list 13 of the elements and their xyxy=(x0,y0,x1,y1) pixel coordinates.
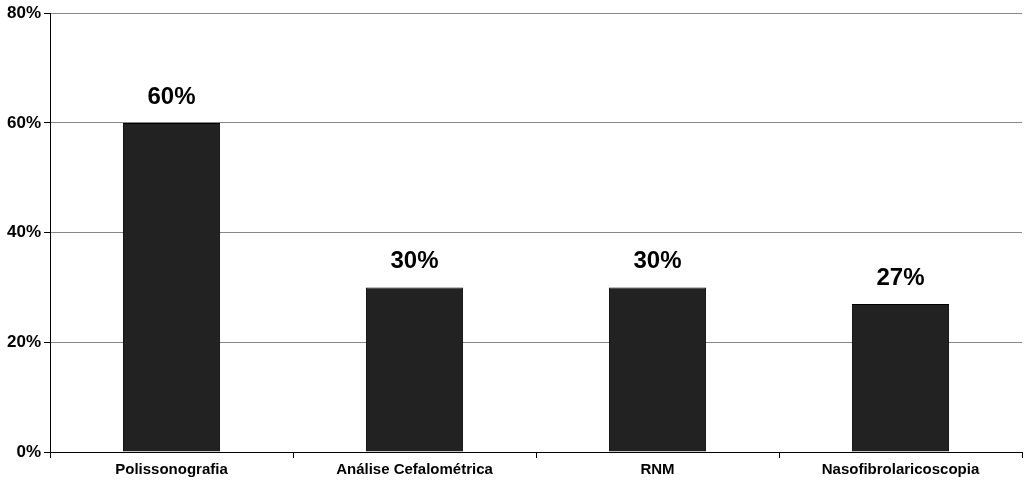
x-tick-label: Polissonografia xyxy=(115,460,229,478)
y-tick-label: 60% xyxy=(6,112,42,132)
x-tick-label: RNM xyxy=(640,460,675,478)
y-tick-label: 40% xyxy=(6,222,42,242)
data-label: 30% xyxy=(633,246,682,274)
y-tick-label: 20% xyxy=(6,331,42,351)
y-tick-label: 0% xyxy=(16,441,42,461)
x-tick-label: Análise Cefalométrica xyxy=(336,460,494,478)
data-label: 27% xyxy=(876,262,925,290)
data-label: 30% xyxy=(390,246,439,274)
x-tick-label: Nasofibrolaricoscopia xyxy=(821,460,980,478)
data-label: 60% xyxy=(147,81,196,109)
y-tick-label: 80% xyxy=(6,2,42,22)
